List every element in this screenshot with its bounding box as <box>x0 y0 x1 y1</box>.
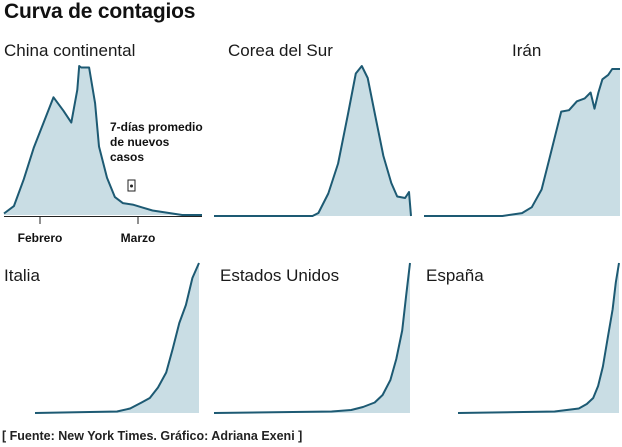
panel-title-spain: España <box>426 266 484 285</box>
line-korea <box>214 65 412 217</box>
line-usa <box>213 262 411 414</box>
x-tick-label-1: Marzo <box>121 231 156 245</box>
x-tick-label-0: Febrero <box>18 231 63 245</box>
area-usa <box>214 263 410 413</box>
panel-title-iran: Irán <box>512 41 542 60</box>
area-spain <box>458 263 619 413</box>
annotation-marker-dot <box>130 184 133 188</box>
area-korea <box>214 66 411 216</box>
area-china <box>4 66 202 215</box>
source-credit: [ Fuente: New York Times. Gráfico: Adria… <box>2 429 303 443</box>
panel-title-usa: Estados Unidos <box>220 266 340 285</box>
line-italy <box>34 262 200 414</box>
page-title: Curva de contagios <box>4 0 196 23</box>
area-iran <box>424 69 620 216</box>
line-iran <box>424 68 620 217</box>
panel-title-italy: Italia <box>4 266 40 285</box>
panel-title-china: China continental <box>4 41 136 60</box>
line-spain <box>457 262 620 414</box>
annotation-label: 7-días promedio de nuevos casos <box>110 120 203 164</box>
line-china <box>3 65 202 216</box>
panel-title-korea: Corea del Sur <box>228 41 333 60</box>
area-italy <box>35 263 199 413</box>
